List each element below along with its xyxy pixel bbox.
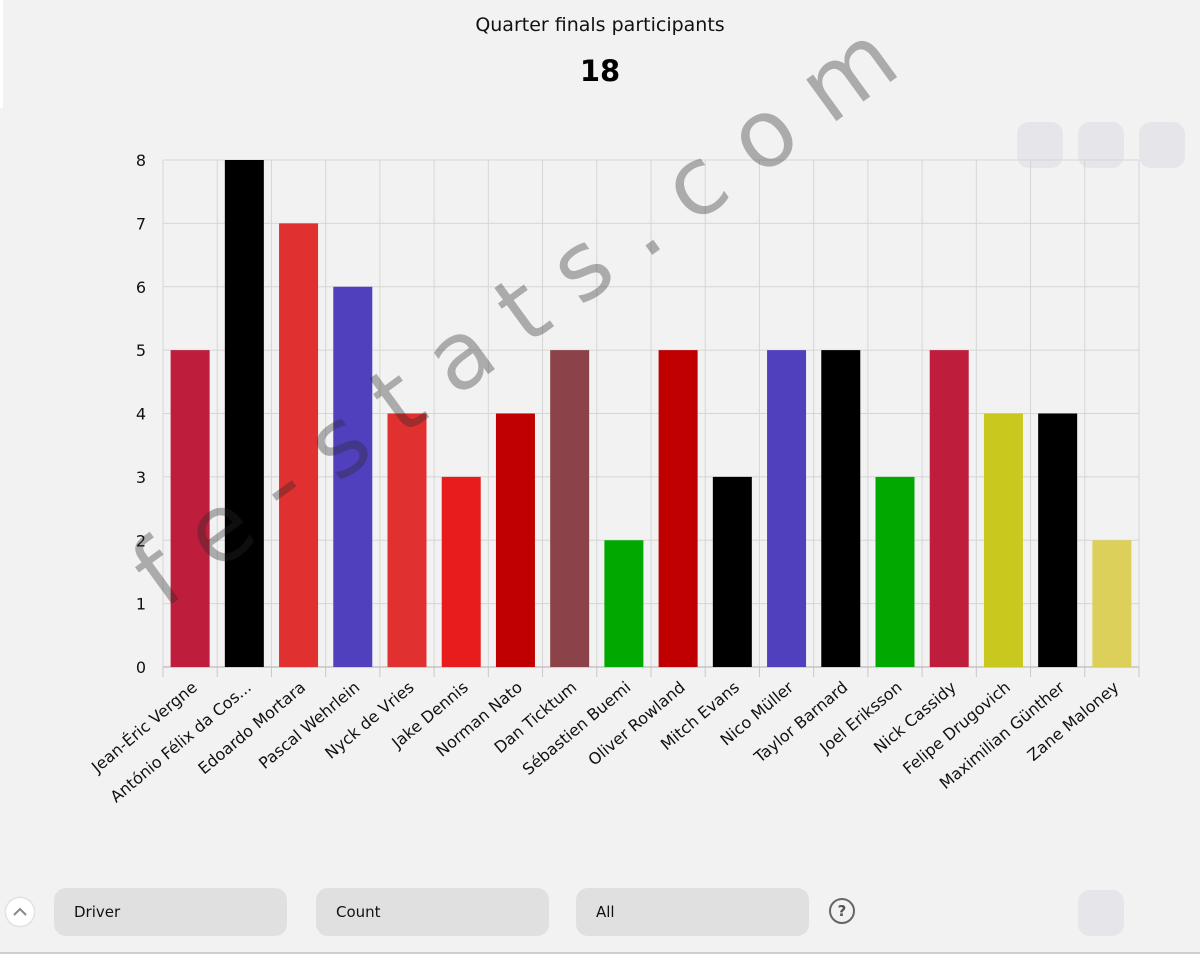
bar (224, 160, 264, 667)
bar (712, 476, 752, 667)
y-tick-label: 4 (136, 405, 146, 424)
bar (387, 413, 427, 667)
bar (658, 350, 698, 667)
chart-title: Quarter finals participants (475, 14, 725, 36)
dimension-dropdown-label: Driver (74, 903, 121, 921)
y-tick-label: 5 (136, 341, 146, 360)
bar (1092, 540, 1132, 667)
bottom-action-button[interactable] (1078, 890, 1124, 936)
bar (767, 350, 807, 667)
x-tick-label: Oliver Rowland (584, 678, 688, 770)
collapse-button[interactable] (6, 898, 34, 926)
x-tick-label: Taylor Barnard (750, 678, 852, 768)
y-tick-label: 3 (136, 468, 146, 487)
toolbar-button-3[interactable] (1139, 122, 1185, 168)
bar (875, 476, 915, 667)
bar (550, 350, 590, 667)
bar (983, 413, 1023, 667)
bar (821, 350, 861, 667)
bar (333, 286, 373, 667)
header-left-strip (0, 0, 3, 108)
bar (441, 476, 481, 667)
kpi-value: 18 (579, 54, 621, 88)
header-card: Quarter finals participants 18 (0, 0, 1200, 108)
bar (170, 350, 210, 667)
y-tick-label: 2 (136, 531, 146, 550)
help-symbol: ? (837, 902, 847, 920)
bottom-divider (0, 952, 1200, 954)
filter-dropdown-label: All (596, 903, 615, 921)
y-tick-label: 7 (136, 214, 146, 233)
measure-dropdown-label: Count (336, 903, 381, 921)
x-tick-label: Zane Maloney (1024, 678, 1123, 765)
y-tick-label: 6 (136, 278, 146, 297)
y-tick-label: 8 (136, 151, 146, 170)
measure-dropdown[interactable]: Count (316, 888, 549, 936)
y-tick-label: 0 (136, 658, 146, 677)
dimension-dropdown[interactable]: Driver (54, 888, 287, 936)
chevron-up-icon (13, 907, 27, 916)
bar (1038, 413, 1078, 667)
y-tick-label: 1 (136, 595, 146, 614)
filter-dropdown[interactable]: All (576, 888, 809, 936)
bar (929, 350, 969, 667)
bar (604, 540, 644, 667)
bar (279, 223, 319, 667)
bar (495, 413, 535, 667)
help-icon[interactable]: ? (829, 898, 855, 924)
